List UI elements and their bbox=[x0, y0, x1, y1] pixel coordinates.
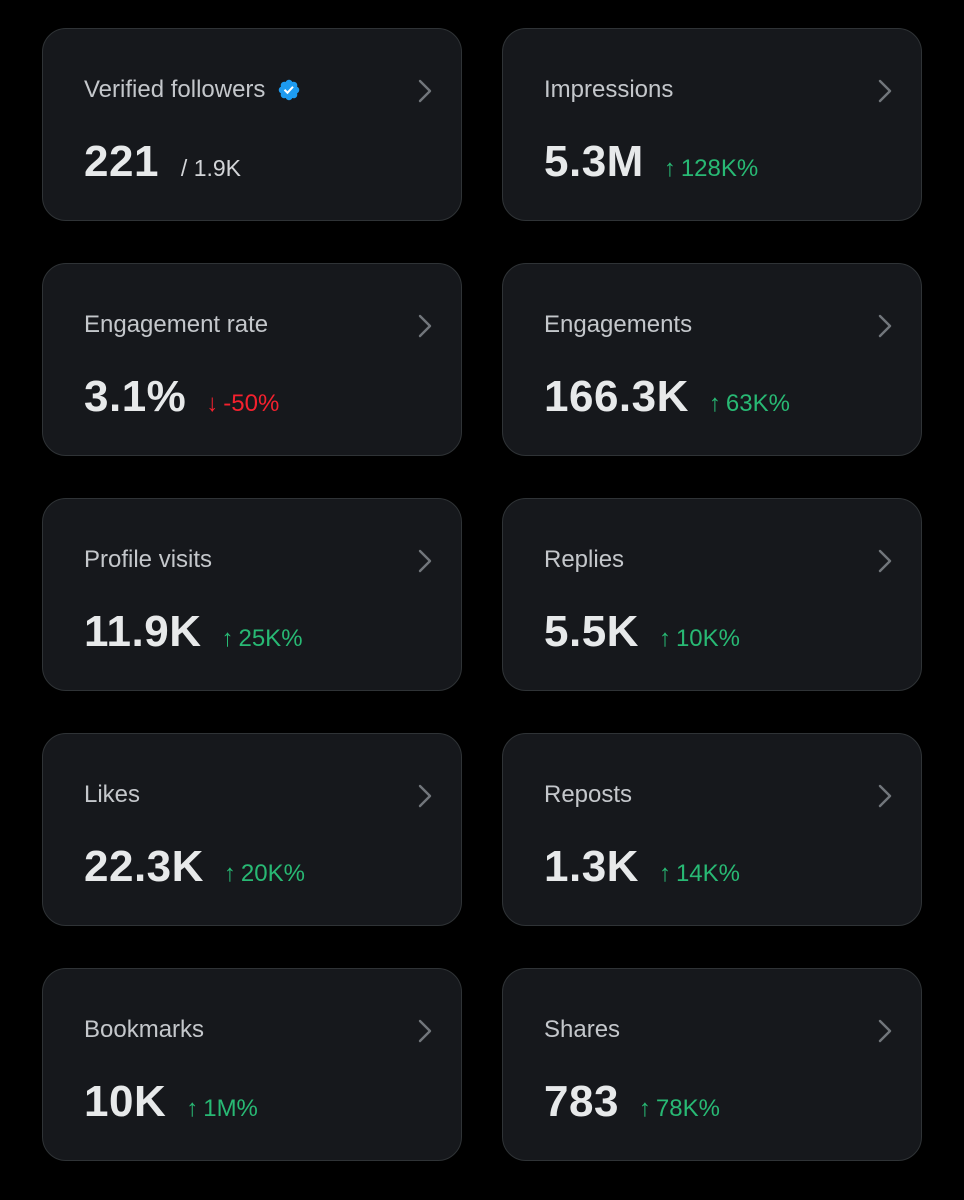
card-engagements[interactable]: Engagements 166.3K ↑ 63K% bbox=[502, 263, 922, 456]
card-title: Engagement rate bbox=[84, 311, 268, 339]
verified-badge-icon bbox=[279, 79, 300, 101]
chevron-right-icon bbox=[878, 1019, 892, 1043]
chevron-right-icon bbox=[878, 784, 892, 808]
card-title-label: Replies bbox=[544, 546, 625, 573]
card-title: Likes bbox=[84, 781, 140, 809]
metric-change: ↑ 20K% bbox=[224, 860, 305, 888]
card-title-label: Impressions bbox=[544, 76, 674, 103]
metric-total: / 1.9K bbox=[180, 155, 242, 181]
metric-change-value: 20K% bbox=[240, 860, 305, 887]
metric-change: ↓ -50% bbox=[206, 390, 279, 418]
chevron-right-icon bbox=[418, 1019, 432, 1043]
metric-change-value: 1M% bbox=[203, 1095, 258, 1122]
metric-change-value: 63K% bbox=[725, 390, 790, 417]
card-title: Impressions bbox=[544, 76, 673, 104]
value-row: 166.3K ↑ 63K% bbox=[544, 372, 790, 422]
metric-value: 5.3M bbox=[544, 137, 644, 186]
card-shares[interactable]: Shares 783 ↑ 78K% bbox=[502, 968, 922, 1161]
card-profile-visits[interactable]: Profile visits 11.9K ↑ 25K% bbox=[42, 498, 462, 691]
value-row: 221 / 1.9K bbox=[84, 137, 241, 187]
chevron-right-icon bbox=[878, 79, 892, 103]
card-title: Verified followers bbox=[84, 76, 301, 104]
metric-change-value: 78K% bbox=[655, 1095, 720, 1122]
arrow-up-icon: ↑ bbox=[658, 625, 671, 652]
card-title-label: Shares bbox=[544, 1016, 621, 1043]
metric-value: 1.3K bbox=[544, 842, 639, 891]
card-title-label: Reposts bbox=[544, 781, 633, 808]
metric-value: 10K bbox=[84, 1077, 167, 1126]
metric-value: 221 bbox=[84, 137, 159, 186]
metric-change: ↑ 63K% bbox=[709, 390, 790, 418]
metric-change: ↑ 14K% bbox=[659, 860, 740, 888]
metric-change: ↑ 78K% bbox=[639, 1095, 720, 1123]
value-row: 783 ↑ 78K% bbox=[544, 1077, 720, 1127]
arrow-up-icon: ↑ bbox=[221, 625, 234, 652]
metric-change: ↑ 25K% bbox=[221, 625, 302, 653]
metric-value: 11.9K bbox=[84, 607, 202, 656]
metric-change: ↑ 128K% bbox=[664, 155, 758, 183]
metric-value: 166.3K bbox=[544, 372, 689, 421]
chevron-right-icon bbox=[418, 549, 432, 573]
value-row: 1.3K ↑ 14K% bbox=[544, 842, 740, 892]
arrow-up-icon: ↑ bbox=[223, 860, 236, 887]
metric-change: ↑ 10K% bbox=[659, 625, 740, 653]
card-title: Reposts bbox=[544, 781, 632, 809]
chevron-right-icon bbox=[878, 549, 892, 573]
metric-value: 783 bbox=[544, 1077, 619, 1126]
metric-change-value: -50% bbox=[223, 390, 280, 417]
card-title-label: Engagements bbox=[544, 311, 693, 338]
value-row: 3.1% ↓ -50% bbox=[84, 372, 279, 422]
arrow-up-icon: ↑ bbox=[708, 390, 721, 417]
card-title: Bookmarks bbox=[84, 1016, 204, 1044]
chevron-right-icon bbox=[418, 314, 432, 338]
metric-change-value: 14K% bbox=[675, 860, 740, 887]
card-title-label: Verified followers bbox=[84, 76, 266, 103]
arrow-up-icon: ↑ bbox=[658, 860, 671, 887]
metric-change-value: 10K% bbox=[675, 625, 740, 652]
chevron-right-icon bbox=[878, 314, 892, 338]
chevron-right-icon bbox=[418, 784, 432, 808]
metric-change: ↑ 1M% bbox=[186, 1095, 258, 1123]
value-row: 5.5K ↑ 10K% bbox=[544, 607, 740, 657]
metric-value: 5.5K bbox=[544, 607, 639, 656]
card-bookmarks[interactable]: Bookmarks 10K ↑ 1M% bbox=[42, 968, 462, 1161]
metric-change-value: 128K% bbox=[680, 155, 759, 182]
metric-value: 22.3K bbox=[84, 842, 204, 891]
card-title: Engagements bbox=[544, 311, 692, 339]
arrow-up-icon: ↑ bbox=[663, 155, 676, 182]
card-verified-followers[interactable]: Verified followers 221 / 1.9K bbox=[42, 28, 462, 221]
arrow-up-icon: ↑ bbox=[186, 1095, 199, 1122]
card-reposts[interactable]: Reposts 1.3K ↑ 14K% bbox=[502, 733, 922, 926]
card-impressions[interactable]: Impressions 5.3M ↑ 128K% bbox=[502, 28, 922, 221]
metric-change-value: 25K% bbox=[238, 625, 303, 652]
card-title-label: Bookmarks bbox=[84, 1016, 205, 1043]
value-row: 11.9K ↑ 25K% bbox=[84, 607, 303, 657]
card-title: Shares bbox=[544, 1016, 620, 1044]
value-row: 10K ↑ 1M% bbox=[84, 1077, 258, 1127]
arrow-up-icon: ↑ bbox=[638, 1095, 651, 1122]
card-title-label: Likes bbox=[84, 781, 141, 808]
card-title: Replies bbox=[544, 546, 624, 574]
card-title-label: Profile visits bbox=[84, 546, 213, 573]
value-row: 22.3K ↑ 20K% bbox=[84, 842, 305, 892]
metric-value: 3.1% bbox=[84, 372, 187, 421]
chevron-right-icon bbox=[418, 79, 432, 103]
card-likes[interactable]: Likes 22.3K ↑ 20K% bbox=[42, 733, 462, 926]
value-row: 5.3M ↑ 128K% bbox=[544, 137, 758, 187]
card-title: Profile visits bbox=[84, 546, 212, 574]
card-replies[interactable]: Replies 5.5K ↑ 10K% bbox=[502, 498, 922, 691]
card-title-label: Engagement rate bbox=[84, 311, 269, 338]
arrow-down-icon: ↓ bbox=[206, 390, 219, 417]
analytics-grid: Verified followers 221 / 1.9K Impression… bbox=[42, 28, 922, 1161]
card-engagement-rate[interactable]: Engagement rate 3.1% ↓ -50% bbox=[42, 263, 462, 456]
